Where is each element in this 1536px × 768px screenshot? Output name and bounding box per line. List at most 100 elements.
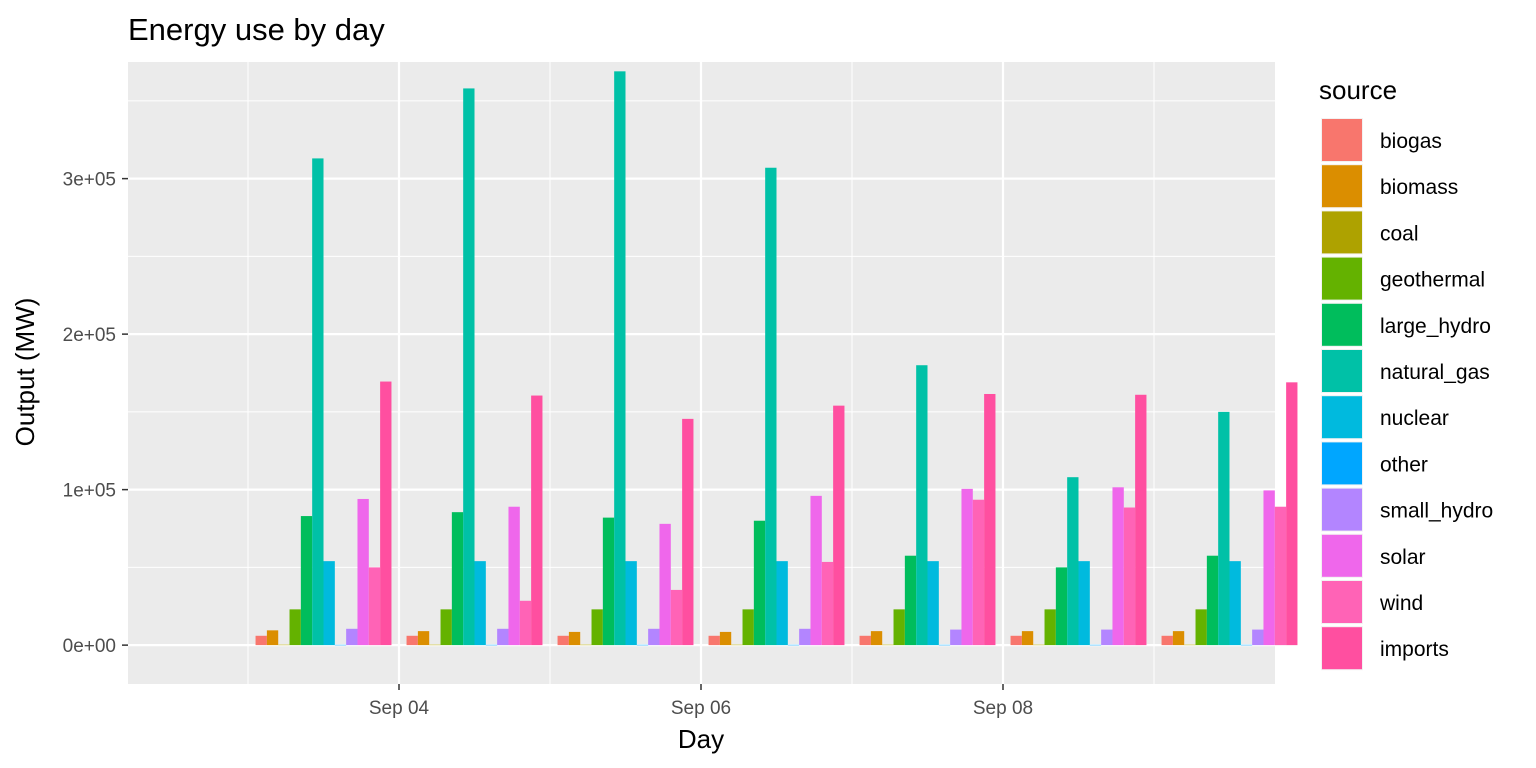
bar-biogas-2018-09-06 xyxy=(708,635,720,646)
bar-geothermal-2018-09-03 xyxy=(289,609,301,646)
y-tick-label: 2e+05 xyxy=(63,325,116,346)
legend-label-natural_gas: natural_gas xyxy=(1380,361,1490,384)
bar-solar-2018-09-09 xyxy=(1263,490,1275,646)
legend-swatch-solar xyxy=(1322,534,1362,577)
bar-other-2018-09-06 xyxy=(787,644,800,646)
bar-solar-2018-09-05 xyxy=(659,523,671,646)
legend-label-biomass: biomass xyxy=(1380,176,1458,199)
bar-small_hydro-2018-09-07 xyxy=(950,629,962,646)
bar-natural_gas-2018-09-04 xyxy=(463,88,475,646)
legend-swatch-biomass xyxy=(1322,165,1362,208)
bar-natural_gas-2018-09-05 xyxy=(614,71,626,646)
bar-geothermal-2018-09-08 xyxy=(1044,609,1056,646)
legend-swatch-imports xyxy=(1322,627,1362,670)
bar-large_hydro-2018-09-06 xyxy=(753,520,766,646)
bar-nuclear-2018-09-04 xyxy=(474,561,486,646)
bar-imports-2018-09-08 xyxy=(1135,394,1147,646)
bar-imports-2018-09-03 xyxy=(380,381,392,646)
bar-biomass-2018-09-04 xyxy=(417,631,430,646)
y-tick-label: 1e+05 xyxy=(63,481,116,502)
bar-wind-2018-09-09 xyxy=(1274,506,1287,646)
legend-label-biogas: biogas xyxy=(1380,130,1442,153)
bar-large_hydro-2018-09-08 xyxy=(1055,567,1068,646)
legend-swatch-natural_gas xyxy=(1322,350,1362,392)
bar-solar-2018-09-06 xyxy=(810,495,822,646)
bar-solar-2018-09-07 xyxy=(961,488,973,646)
bar-wind-2018-09-06 xyxy=(821,561,834,646)
bar-coal-2018-09-04 xyxy=(429,644,441,646)
bar-nuclear-2018-09-07 xyxy=(927,561,939,646)
legend-swatch-coal xyxy=(1322,211,1362,254)
bar-small_hydro-2018-09-05 xyxy=(648,628,660,646)
bar-biomass-2018-09-07 xyxy=(870,631,883,646)
bar-large_hydro-2018-09-04 xyxy=(451,512,464,646)
bar-coal-2018-09-07 xyxy=(882,644,894,646)
bar-coal-2018-09-05 xyxy=(580,644,592,646)
bar-nuclear-2018-09-09 xyxy=(1229,561,1241,646)
bar-other-2018-09-08 xyxy=(1089,644,1102,646)
bar-large_hydro-2018-09-07 xyxy=(904,555,917,646)
y-tick-label: 3e+05 xyxy=(63,170,116,191)
bar-small_hydro-2018-09-06 xyxy=(799,628,811,646)
x-axis: Sep 04 Sep 06 Sep 08 xyxy=(369,684,1033,719)
legend-label-large_hydro: large_hydro xyxy=(1380,315,1491,338)
bar-other-2018-09-04 xyxy=(485,644,498,646)
x-tick-label: Sep 06 xyxy=(671,698,731,719)
bar-biogas-2018-09-09 xyxy=(1161,635,1173,646)
bar-other-2018-09-09 xyxy=(1240,644,1253,646)
bar-large_hydro-2018-09-09 xyxy=(1206,555,1219,646)
bar-biogas-2018-09-03 xyxy=(255,635,267,646)
y-tick-label: 0e+00 xyxy=(63,636,116,657)
bar-imports-2018-09-07 xyxy=(984,393,996,646)
bar-coal-2018-09-03 xyxy=(278,644,290,646)
y-axis-title: Output (MW) xyxy=(10,298,40,447)
legend-label-other: other xyxy=(1380,453,1428,476)
x-tick-label: Sep 04 xyxy=(369,698,430,719)
bar-nuclear-2018-09-08 xyxy=(1078,561,1090,646)
bar-geothermal-2018-09-05 xyxy=(591,609,603,646)
bar-natural_gas-2018-09-03 xyxy=(312,158,324,646)
bar-biogas-2018-09-04 xyxy=(406,635,418,646)
bar-other-2018-09-03 xyxy=(334,644,347,646)
bar-small_hydro-2018-09-04 xyxy=(497,628,509,646)
y-axis: 0e+00 1e+05 2e+05 3e+05 xyxy=(63,170,128,657)
bar-wind-2018-09-04 xyxy=(519,600,532,646)
bar-wind-2018-09-03 xyxy=(368,567,381,646)
legend-swatch-large_hydro xyxy=(1322,303,1362,346)
plot-panel xyxy=(128,62,1275,684)
bar-biomass-2018-09-03 xyxy=(266,630,279,646)
bar-natural_gas-2018-09-08 xyxy=(1067,477,1079,646)
chart-title: Energy use by day xyxy=(128,12,385,47)
bar-small_hydro-2018-09-03 xyxy=(346,628,358,646)
bar-natural_gas-2018-09-09 xyxy=(1218,411,1230,646)
bar-large_hydro-2018-09-05 xyxy=(602,517,615,646)
legend: source biogas biomass coal geothermal large_… xyxy=(1319,75,1493,671)
bar-geothermal-2018-09-07 xyxy=(893,609,905,646)
bar-small_hydro-2018-09-08 xyxy=(1101,629,1113,646)
bar-large_hydro-2018-09-03 xyxy=(300,516,313,646)
bar-geothermal-2018-09-06 xyxy=(742,609,754,646)
bar-geothermal-2018-09-09 xyxy=(1195,609,1207,646)
bar-biomass-2018-09-08 xyxy=(1021,631,1034,646)
bar-biomass-2018-09-06 xyxy=(719,631,732,646)
bar-biogas-2018-09-07 xyxy=(859,635,871,646)
bar-imports-2018-09-09 xyxy=(1286,382,1298,646)
bar-imports-2018-09-06 xyxy=(833,405,845,646)
legend-label-solar: solar xyxy=(1380,546,1426,569)
bar-biogas-2018-09-08 xyxy=(1010,635,1022,646)
legend-label-imports: imports xyxy=(1380,638,1449,661)
bar-natural_gas-2018-09-06 xyxy=(765,167,777,646)
bar-coal-2018-09-08 xyxy=(1033,644,1045,646)
bar-imports-2018-09-05 xyxy=(682,418,694,646)
bars-layer xyxy=(255,71,1298,646)
legend-label-nuclear: nuclear xyxy=(1380,407,1449,430)
bar-solar-2018-09-08 xyxy=(1112,487,1124,646)
legend-swatch-nuclear xyxy=(1322,396,1362,439)
bar-nuclear-2018-09-06 xyxy=(776,561,788,646)
bar-wind-2018-09-08 xyxy=(1123,507,1136,646)
bar-biomass-2018-09-05 xyxy=(568,631,581,646)
x-axis-title: Day xyxy=(678,724,724,754)
bar-coal-2018-09-06 xyxy=(731,644,743,646)
legend-swatch-other xyxy=(1322,442,1362,485)
